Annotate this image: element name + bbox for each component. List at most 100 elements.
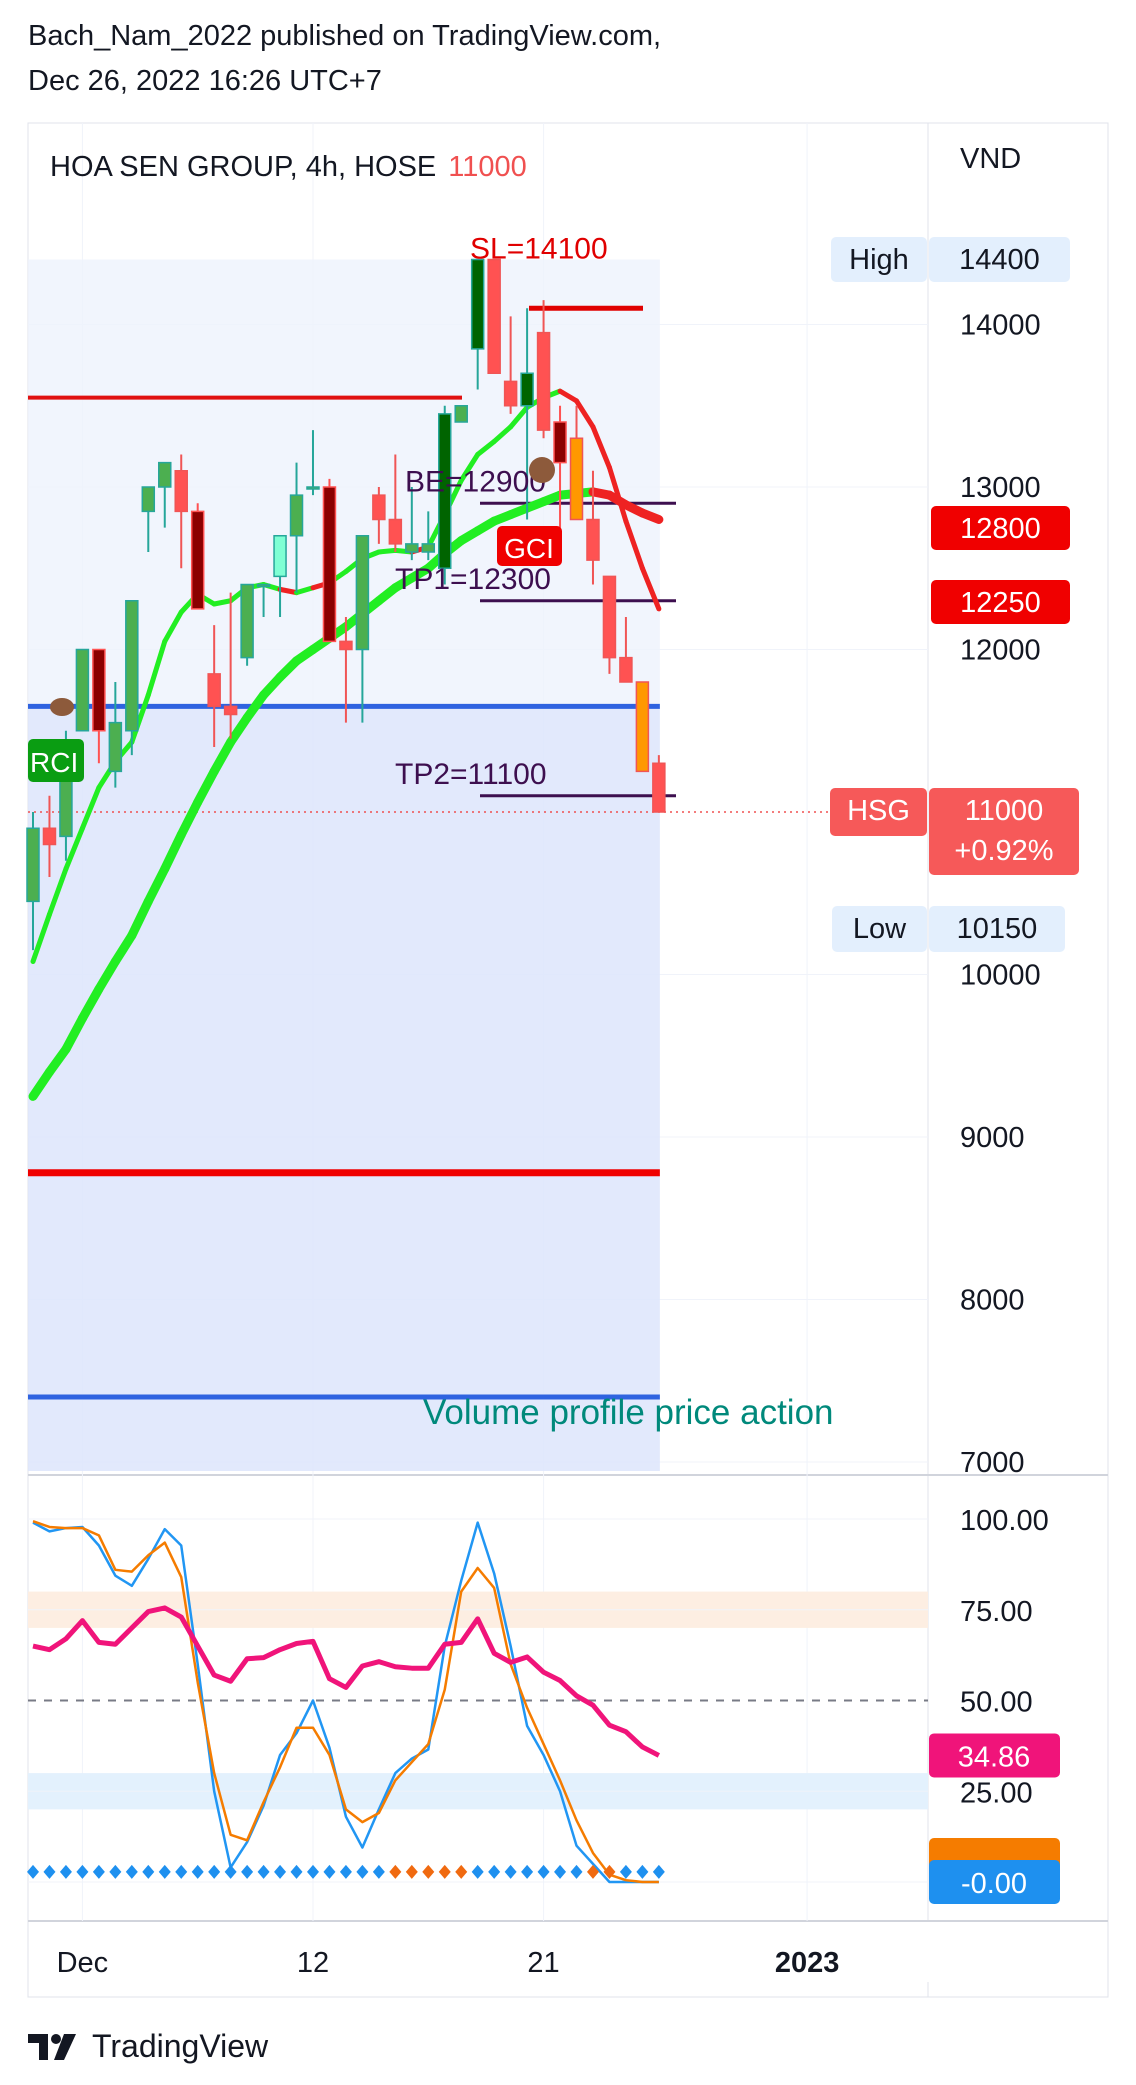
candle[interactable] — [42, 795, 57, 877]
candle[interactable] — [355, 535, 370, 723]
candle-body — [306, 486, 320, 490]
ema-fast-segment — [491, 424, 514, 444]
ema-slow-segment — [143, 864, 170, 906]
time-axis-label: 2023 — [775, 1947, 840, 1979]
candle-body — [108, 721, 123, 773]
rci-badge[interactable] — [28, 739, 84, 782]
ema-fast-value-badge-text: 12250 — [960, 587, 1041, 619]
candle[interactable] — [190, 503, 205, 610]
candle[interactable] — [273, 535, 287, 617]
candle[interactable] — [108, 682, 123, 788]
signal-dot — [27, 1864, 39, 1879]
stoch-d-line — [32, 1519, 659, 1884]
candle[interactable] — [92, 648, 106, 764]
candle-body — [223, 705, 238, 716]
legend-last-price: 11000 — [448, 151, 527, 183]
candle[interactable] — [405, 487, 419, 561]
candle-body — [421, 543, 436, 553]
signal-dot — [488, 1864, 501, 1879]
candle[interactable] — [602, 575, 617, 674]
indicator-axis-label: 100.00 — [960, 1505, 1049, 1537]
high-label-badge-text: High — [849, 244, 909, 276]
volume-profile-lower — [28, 706, 660, 1471]
signal-dot — [158, 1864, 171, 1879]
candle[interactable] — [454, 405, 468, 423]
candle-body — [454, 405, 468, 423]
tp2-label: TP2=11100 — [395, 758, 547, 791]
candle[interactable] — [569, 405, 584, 521]
candle[interactable] — [289, 462, 304, 593]
candle[interactable] — [339, 617, 353, 723]
candle-body — [289, 494, 304, 537]
price-axis-label: 9000 — [960, 1122, 1025, 1154]
price-axis-label: 10000 — [960, 960, 1041, 992]
candle[interactable] — [553, 405, 567, 528]
tradingview-logo-icon — [28, 2033, 76, 2060]
candle-body — [372, 494, 386, 521]
stoch-value-badge — [929, 1860, 1060, 1904]
brand-name: TradingView — [92, 2028, 269, 2064]
signal-dot — [471, 1864, 484, 1879]
signal-dot — [636, 1864, 649, 1879]
price-axis-label: 12000 — [960, 635, 1041, 667]
candle[interactable] — [421, 511, 436, 561]
legend-symbol: HOA SEN GROUP, 4h, HOSE — [50, 151, 436, 183]
signal-dot — [455, 1864, 468, 1879]
candle[interactable] — [306, 430, 320, 496]
signal-dot — [619, 1864, 632, 1879]
ema-slow-segment — [110, 931, 137, 966]
ema-fast-segment — [277, 586, 300, 596]
candle[interactable] — [586, 470, 600, 585]
price-axis-label: 14000 — [960, 310, 1041, 342]
symbol-tag-badge — [830, 788, 927, 836]
signal-dot — [191, 1864, 204, 1879]
candle[interactable] — [372, 487, 386, 544]
candle[interactable] — [26, 812, 40, 951]
axis-mask — [900, 1922, 1100, 1982]
low-value-badge-text: 10150 — [957, 913, 1038, 945]
signal-dot — [422, 1864, 435, 1879]
gci-badge-label: GCI — [504, 533, 554, 564]
candle[interactable] — [438, 405, 452, 585]
candle[interactable] — [520, 308, 534, 520]
gci-badge[interactable] — [497, 526, 562, 566]
candle[interactable] — [470, 258, 485, 390]
ema-slow-segment — [193, 766, 219, 807]
candle[interactable] — [75, 648, 90, 732]
candle[interactable] — [388, 454, 403, 553]
candle[interactable] — [487, 258, 501, 374]
candle[interactable] — [256, 583, 271, 618]
candle-body — [602, 575, 617, 659]
tradingview-logo[interactable]: TradingView — [28, 2028, 268, 2065]
candle[interactable] — [223, 592, 238, 739]
last-price-badge-text: 11000 — [965, 795, 1044, 827]
candle[interactable] — [635, 681, 650, 773]
high-value-badge — [929, 237, 1070, 282]
candle-body — [487, 258, 501, 374]
candle[interactable] — [322, 478, 337, 643]
signal-dot — [43, 1864, 56, 1879]
candle[interactable] — [207, 625, 221, 747]
signal-dot — [586, 1864, 599, 1879]
candle-body — [273, 535, 287, 578]
time-axis-label: Dec — [57, 1947, 109, 1979]
candle-body — [256, 583, 271, 588]
candle-body — [42, 827, 57, 846]
candle[interactable] — [536, 300, 551, 439]
candle[interactable] — [619, 617, 633, 683]
candle[interactable] — [652, 755, 666, 813]
ema-fast-segment — [145, 638, 168, 698]
signal-dot — [405, 1864, 418, 1879]
candle[interactable] — [174, 454, 188, 569]
candle[interactable] — [503, 316, 518, 414]
ema-fast-segment — [623, 518, 645, 571]
signal-dot — [76, 1864, 89, 1879]
candle[interactable] — [125, 600, 139, 756]
ema-fast-value-badge — [931, 580, 1070, 624]
tp1-label: TP1=12300 — [395, 563, 551, 596]
candle[interactable] — [158, 461, 172, 528]
candle[interactable] — [141, 486, 156, 552]
ema-fast-segment — [46, 866, 69, 917]
candle[interactable] — [240, 583, 254, 666]
